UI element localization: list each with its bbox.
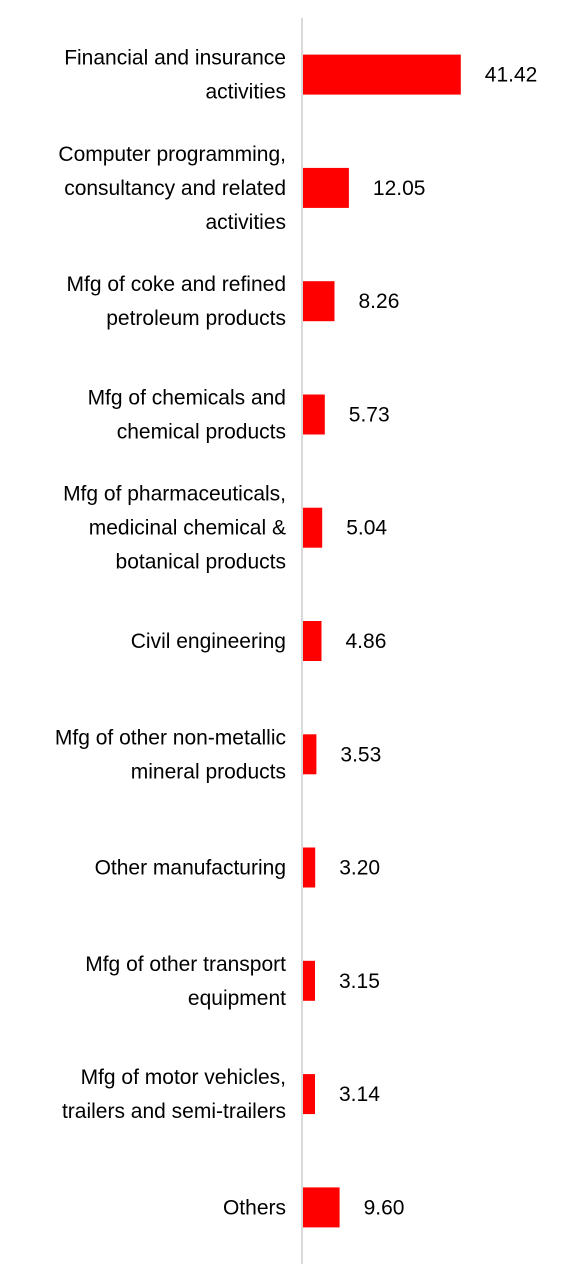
category-label-line: Mfg of other non-metallic <box>55 726 286 749</box>
category-label: Other manufacturing <box>95 857 286 880</box>
category-label: Others <box>223 1196 286 1219</box>
category-label-line: Civil engineering <box>131 630 286 653</box>
bar <box>303 167 349 208</box>
category-label-line: equipment <box>188 987 286 1010</box>
category-label-line: chemical products <box>117 421 286 444</box>
bar <box>303 847 316 888</box>
bar <box>303 394 325 435</box>
category-label-line: petroleum products <box>106 307 286 330</box>
category-label-line: botanical products <box>116 551 286 574</box>
data-label: 4.86 <box>346 630 387 653</box>
category-label-line: medicinal chemical & <box>89 517 286 540</box>
data-label: 12.05 <box>373 177 426 200</box>
category-label-line: activities <box>205 211 286 234</box>
data-label: 3.20 <box>339 857 380 880</box>
bar <box>303 507 323 548</box>
bar <box>303 1187 340 1228</box>
bars-layer <box>303 54 461 1228</box>
bar <box>303 734 317 775</box>
category-label-line: Others <box>223 1196 286 1219</box>
data-label: 9.60 <box>364 1196 405 1219</box>
category-label: Mfg of motor vehicles, trailers and semi-… <box>62 1066 286 1123</box>
category-label-line: Mfg of pharmaceuticals, <box>63 483 286 506</box>
data-label: 5.04 <box>346 517 387 540</box>
category-label: Mfg of pharmaceuticals, medicinal chemica… <box>63 483 286 574</box>
category-label: Mfg of other non-metallic mineral product… <box>55 726 286 783</box>
bar <box>303 960 315 1001</box>
category-label-line: activities <box>205 81 286 104</box>
category-label-line: Mfg of chemicals and <box>88 387 286 410</box>
data-label: 8.26 <box>359 290 400 313</box>
category-label: Mfg of coke and refined petroleum product… <box>67 273 286 330</box>
category-label: Civil engineering <box>131 630 286 653</box>
category-label: Financial and insurance activities <box>64 47 286 104</box>
bar <box>303 1074 315 1115</box>
category-label-line: trailers and semi-trailers <box>62 1100 286 1123</box>
category-label: Computer programming, consultancy and rel… <box>58 143 286 234</box>
bar <box>303 281 335 322</box>
data-label: 3.14 <box>339 1083 380 1106</box>
data-label: 5.73 <box>349 404 390 427</box>
category-label-line: Mfg of coke and refined <box>67 273 286 296</box>
data-label: 41.42 <box>485 64 538 87</box>
category-label: Mfg of chemicals and chemical products <box>88 387 286 444</box>
category-label-line: Financial and insurance <box>64 47 286 70</box>
category-label: Mfg of other transport equipment <box>85 953 286 1010</box>
category-label-line: consultancy and related <box>64 177 286 200</box>
bar <box>303 54 461 95</box>
labels-layer: 41.42 Financial and insurance activities 12… <box>55 47 537 1220</box>
category-label-line: Mfg of other transport <box>85 953 286 976</box>
category-label-line: Computer programming, <box>58 143 286 166</box>
category-label-line: Mfg of motor vehicles, <box>81 1066 286 1089</box>
category-label-line: mineral products <box>131 760 286 783</box>
bar <box>303 621 322 661</box>
data-label: 3.53 <box>340 743 381 766</box>
data-label: 3.15 <box>339 970 380 993</box>
category-label-line: Other manufacturing <box>95 857 286 880</box>
